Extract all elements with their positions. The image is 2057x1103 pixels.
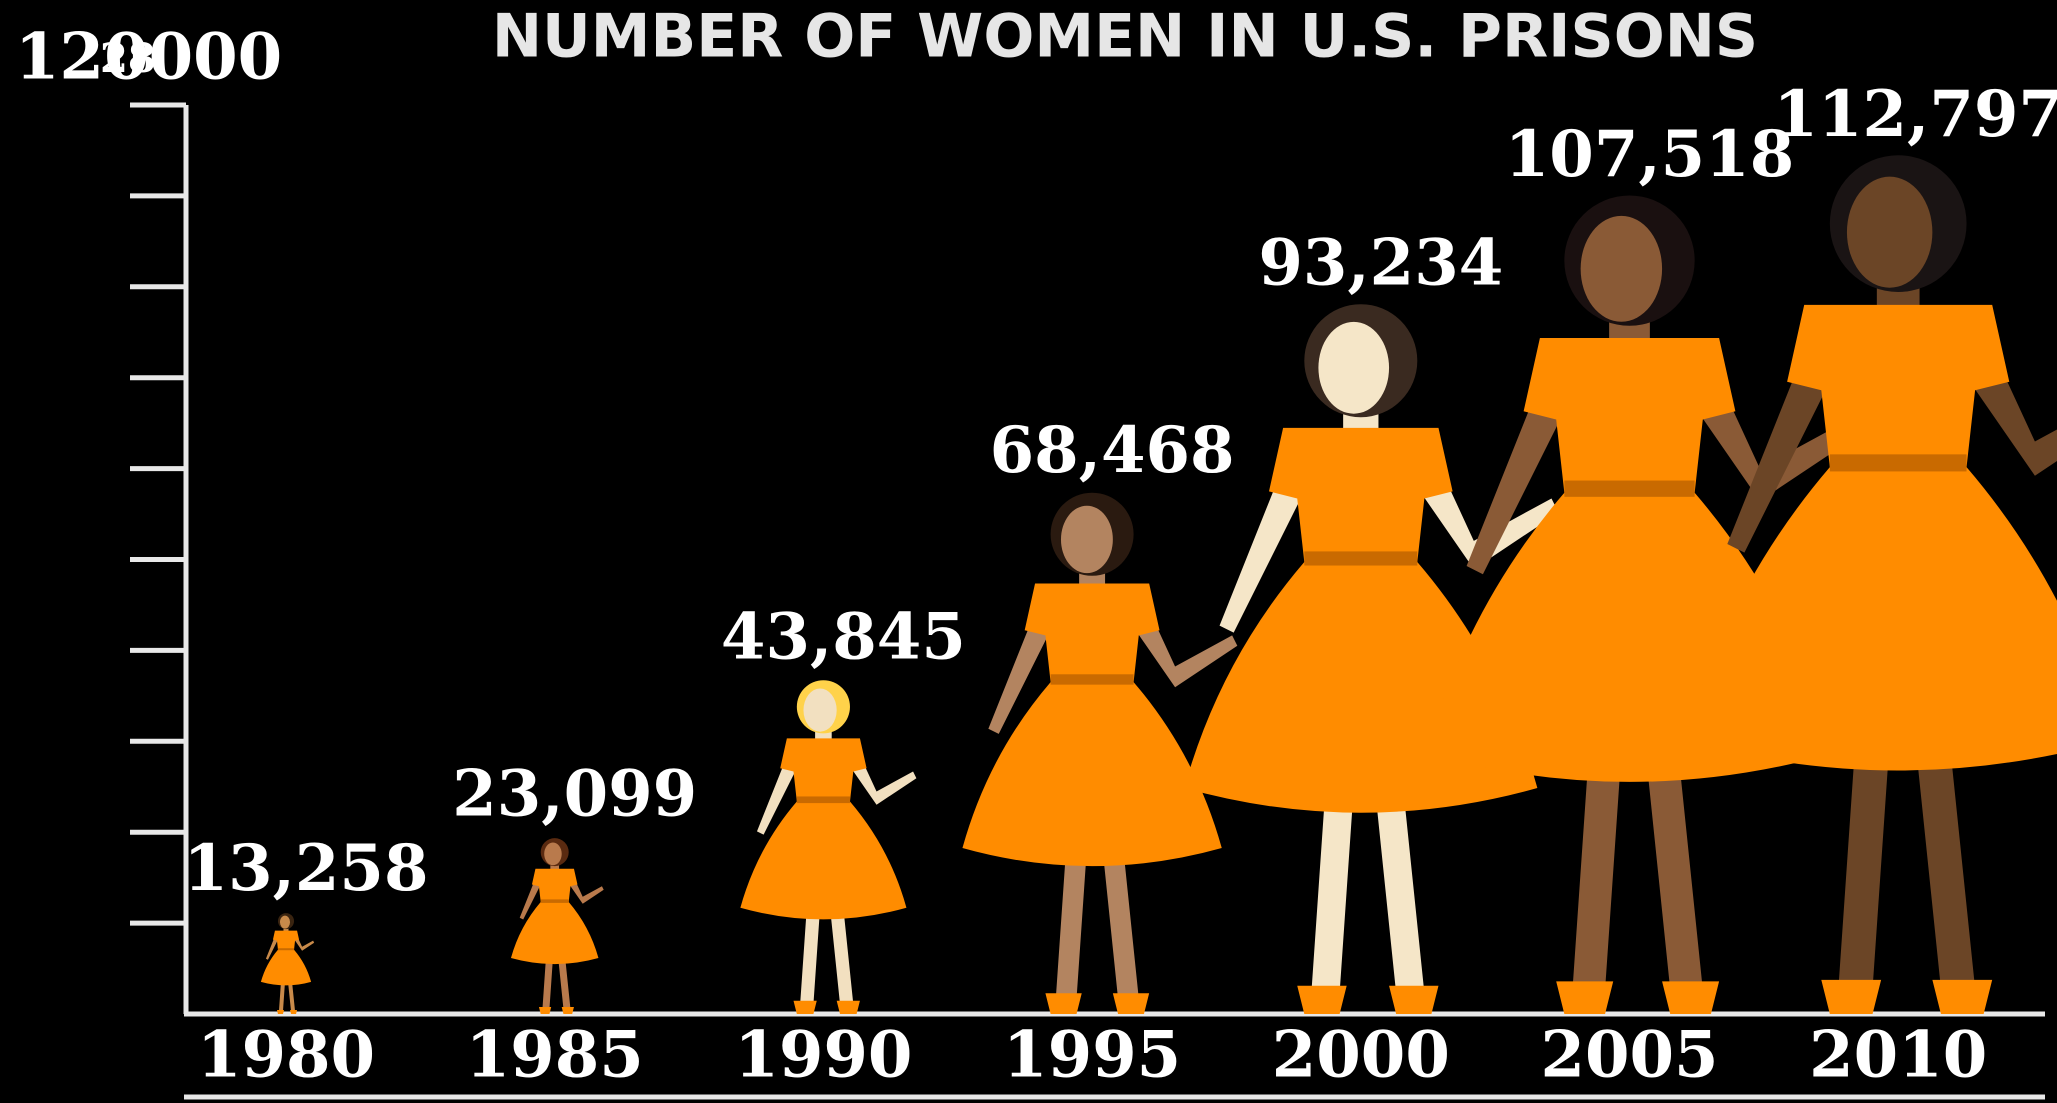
figure-dress <box>1684 304 2057 771</box>
figure <box>1684 155 2057 1014</box>
value-label: 23,099 <box>452 757 697 832</box>
figure-face <box>1580 215 1663 322</box>
figure-belt <box>1304 551 1418 566</box>
figure-face <box>1060 505 1113 574</box>
figure-arms <box>756 748 917 835</box>
figure-shoes <box>276 1009 298 1014</box>
figure <box>510 838 604 1014</box>
value-label: 68,468 <box>990 413 1235 488</box>
x-tick-label: 1995 <box>1003 1018 1181 1093</box>
value-label: 13,258 <box>184 831 429 906</box>
x-tick-label: 2010 <box>1809 1018 1987 1093</box>
figure-shoes <box>1556 981 1720 1014</box>
x-tick-label: 2005 <box>1540 1018 1718 1093</box>
figure <box>740 680 917 1014</box>
annotation: 28 <box>100 35 156 82</box>
figure-dress <box>260 930 312 986</box>
y-tick-label: 120000 <box>15 20 282 95</box>
figure-face <box>279 915 291 929</box>
figure-arms <box>265 933 315 960</box>
figure-legs <box>1311 788 1425 993</box>
x-tick-label: 1990 <box>734 1018 912 1093</box>
figure-face <box>1846 176 1933 288</box>
figure-belt <box>540 899 569 903</box>
figure-legs <box>542 958 571 1009</box>
figure <box>962 492 1238 1014</box>
figure-shoes <box>538 1007 574 1014</box>
x-tick-label: 2000 <box>1272 1018 1450 1093</box>
figure <box>260 913 315 1014</box>
value-label: 43,845 <box>721 599 966 674</box>
figure-legs <box>1055 848 1139 999</box>
value-label: 112,797 <box>1773 77 2057 152</box>
value-label: 93,234 <box>1258 225 1503 300</box>
figure-legs <box>278 981 296 1011</box>
figure-legs <box>1572 753 1703 990</box>
figure-shoes <box>1821 979 1993 1014</box>
figure-arms <box>519 874 604 920</box>
figure-face <box>1318 321 1390 414</box>
figure-belt <box>1564 480 1695 497</box>
figure-shoes <box>1297 985 1439 1014</box>
figure-belt <box>1050 674 1134 685</box>
figure-dress <box>740 738 907 920</box>
figure-face <box>544 842 562 866</box>
figure-belt <box>1829 454 1967 472</box>
figure-shoes <box>793 1000 860 1014</box>
figure-legs <box>1838 740 1976 989</box>
figure-belt <box>277 948 295 951</box>
figure-dress <box>962 583 1222 867</box>
figure-dress <box>510 868 599 965</box>
x-tick-label: 1980 <box>197 1018 375 1093</box>
value-label: 107,518 <box>1505 117 1794 192</box>
figure-legs <box>800 907 854 1005</box>
figure-shoes <box>1045 993 1150 1014</box>
figure-arms <box>988 599 1238 734</box>
chart-title: NUMBER OF WOMEN IN U.S. PRISONS <box>492 2 1758 72</box>
figure-face <box>803 688 837 732</box>
x-tick-label: 1985 <box>466 1018 644 1093</box>
figure-belt <box>796 796 850 804</box>
